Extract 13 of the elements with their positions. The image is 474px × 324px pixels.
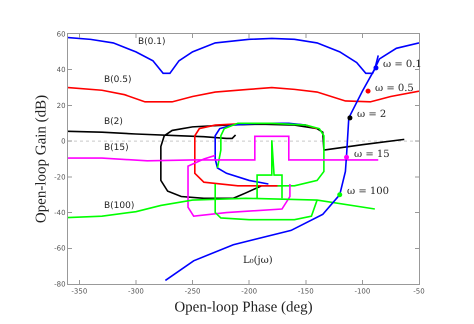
annotation: B(0.1) [138,37,166,47]
annotation: ω = 0.5 [375,83,414,94]
x-axis-title: Open-loop Phase (deg) [174,299,313,316]
annotation: ω = 15 [354,149,390,160]
annotation: B(2) [104,117,123,127]
annotation: L₀(jω) [243,255,273,266]
annotation: B(100) [104,201,134,211]
annotation: B(0.5) [104,75,132,85]
annotation: ω = 100 [347,186,389,197]
annotation: ω = 0.1 [383,59,422,70]
annotation: B(15) [104,143,129,153]
y-axis-title: Open-loop Gain (dB) [33,94,50,224]
annotation: ω = 2 [357,109,386,120]
